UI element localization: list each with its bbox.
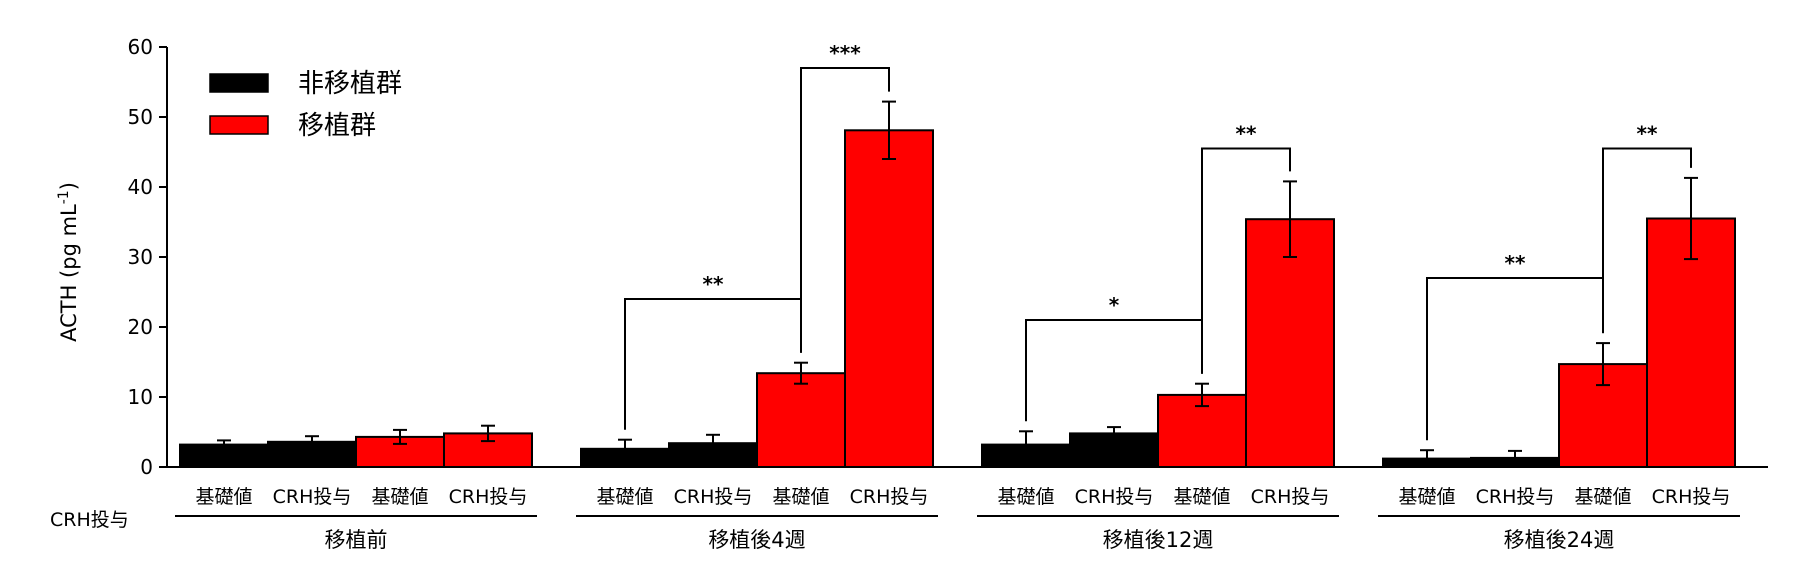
legend-swatch-transplant	[209, 115, 269, 135]
condition-label-g2-b3: CRH投与	[1251, 486, 1330, 508]
condition-label-g2-b2: 基礎値	[1173, 486, 1230, 508]
legend-label-non-transplant: 非移植群	[298, 69, 402, 99]
sig-label-4: **	[1505, 251, 1526, 275]
sig-bracket-1	[800, 67, 890, 353]
group-label-2: 移植後12週	[1103, 528, 1214, 552]
bar-g1-b3	[844, 129, 934, 469]
group-label-3: 移植後24週	[1504, 528, 1615, 552]
condition-label-g1-b3: CRH投与	[850, 486, 929, 508]
condition-label-g3-b3: CRH投与	[1652, 486, 1731, 508]
group-label-0: 移植前	[325, 528, 388, 552]
y-tick-label-3: 30	[128, 245, 153, 269]
condition-label-g2-b0: 基礎値	[997, 486, 1054, 508]
condition-label-g2-b1: CRH投与	[1075, 486, 1154, 508]
sig-label-5: **	[1637, 122, 1658, 146]
condition-label-g1-b2: 基礎値	[772, 486, 829, 508]
condition-label-g0-b0: 基礎値	[195, 486, 252, 508]
error-bars	[217, 100, 1698, 468]
y-tick-label-1: 10	[128, 385, 153, 409]
sig-bracket-5	[1602, 147, 1692, 334]
y-tick-label-5: 50	[128, 105, 153, 129]
condition-label-g1-b1: CRH投与	[674, 486, 753, 508]
bar-g0-b3	[443, 432, 533, 468]
y-tick-label-0: 0	[140, 455, 153, 479]
sig-label-0: **	[703, 272, 724, 296]
condition-label-g3-b2: 基礎値	[1574, 486, 1631, 508]
y-tick-label-4: 40	[128, 175, 153, 199]
sig-label-2: *	[1109, 293, 1120, 317]
significance-brackets: ************	[624, 41, 1692, 441]
condition-label-g3-b1: CRH投与	[1476, 486, 1555, 508]
sig-bracket-3	[1201, 147, 1291, 374]
condition-label-g0-b2: 基礎値	[371, 486, 428, 508]
condition-label-g0-b1: CRH投与	[273, 486, 352, 508]
y-tick-label-2: 20	[128, 315, 153, 339]
legend: 非移植群 移植群	[209, 69, 402, 141]
bar-g2-b3	[1245, 218, 1335, 468]
legend-label-transplant: 移植群	[298, 111, 376, 141]
row-label: CRH投与	[50, 509, 129, 531]
bars	[179, 129, 1736, 469]
y-tick-label-6: 60	[128, 35, 153, 59]
y-axis-label: ACTH (pg mL-1)	[56, 182, 81, 342]
sig-label-3: **	[1236, 122, 1257, 146]
group-label-1: 移植後4週	[708, 528, 805, 552]
condition-label-g1-b0: 基礎値	[596, 486, 653, 508]
condition-label-g3-b0: 基礎値	[1398, 486, 1455, 508]
sig-label-1: ***	[829, 41, 861, 65]
bar-g1-b2	[756, 372, 846, 469]
condition-label-g0-b3: CRH投与	[449, 486, 528, 508]
legend-swatch-non-transplant	[209, 73, 269, 93]
